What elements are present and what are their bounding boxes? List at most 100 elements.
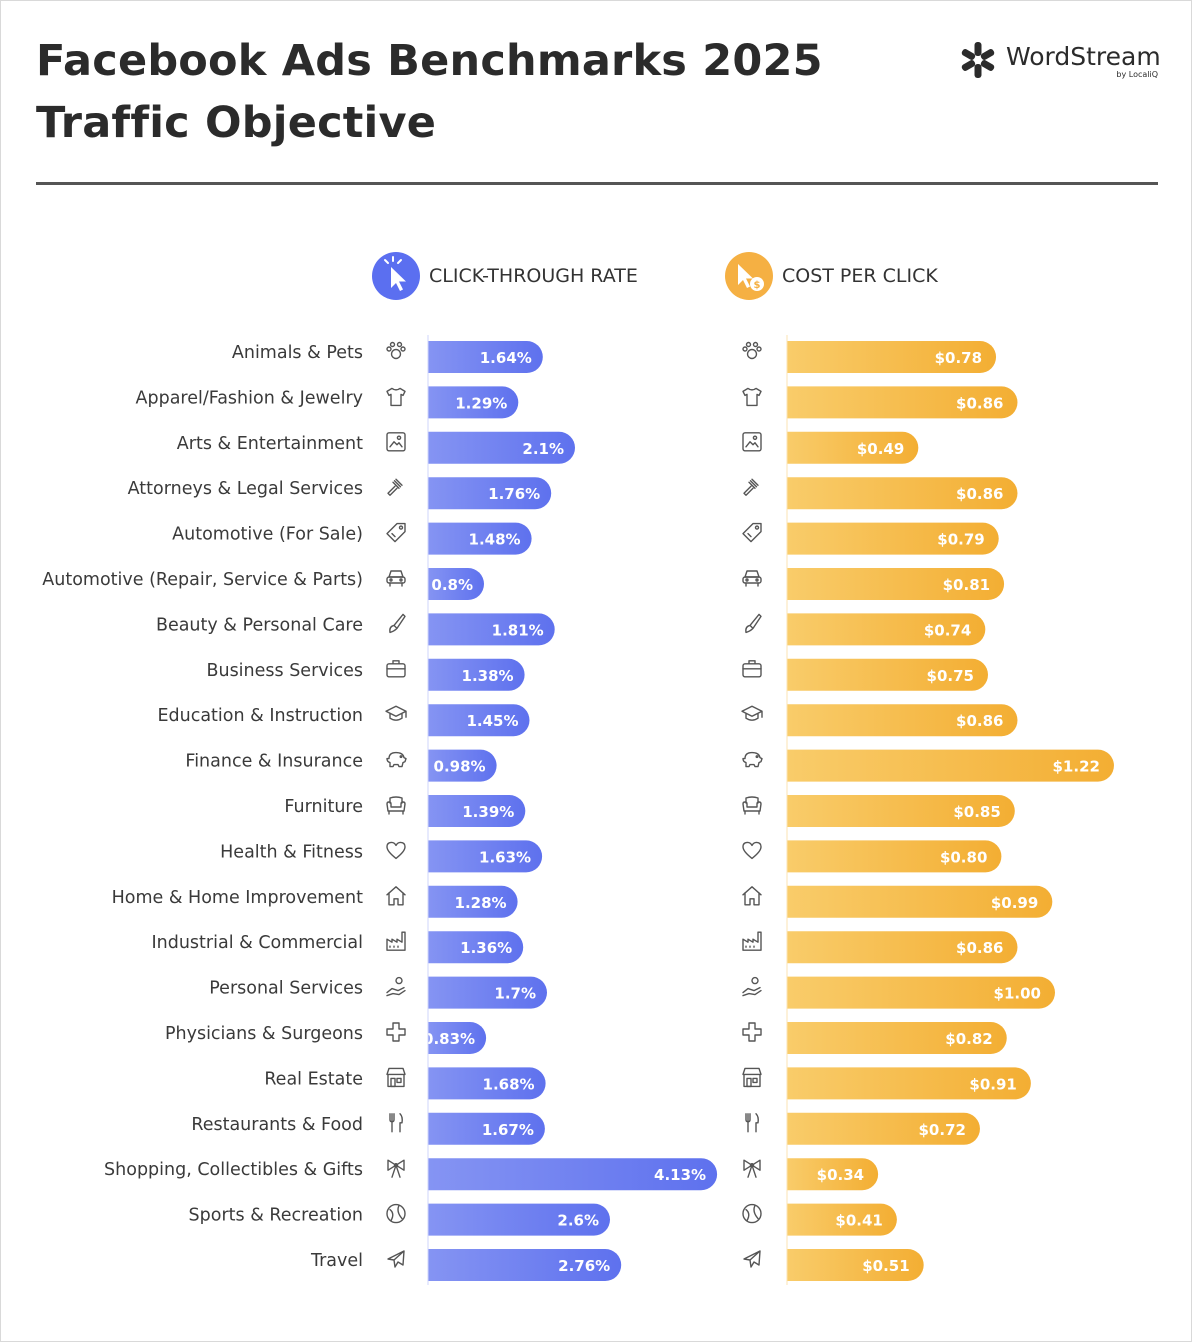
ctr-bar [428,795,526,827]
cpc-header-label: COST PER CLICK [782,265,938,287]
ctr-value-label: 1.67% [482,1121,534,1139]
ctr-bar [428,1249,622,1281]
cpc-bar [787,658,988,691]
ctr-bar [428,1112,545,1145]
airplane-icon [743,1250,761,1268]
cursor-click-icon [372,252,420,300]
cpc-bar [787,477,1018,510]
ctr-value-label: 2.1% [522,440,564,458]
category-label: Industrial & Commercial [151,933,363,953]
cpc-value-label: $0.81 [943,576,990,594]
cpc-bar [787,931,1018,964]
ctr-bar [428,976,547,1009]
armchair-icon [386,796,406,815]
category-label: Animals & Pets [232,343,363,363]
storefront-icon [742,1067,762,1088]
graduation-cap-icon [741,705,763,721]
medical-cross-icon [386,1022,406,1042]
briefcase-icon [386,660,406,678]
ctr-header-label: CLICK-THROUGH RATE [429,265,638,287]
tshirt-icon [742,387,762,407]
category-label: Finance & Insurance [185,752,363,772]
svg-text:$: $ [754,280,761,291]
factory-icon [386,931,406,951]
ctr-value-label: 1.36% [460,939,512,957]
gift-bow-icon [743,1159,761,1178]
ctr-bar [428,341,543,373]
house-icon [742,886,762,906]
cpc-value-label: $0.34 [817,1166,864,1184]
ctr-value-label: 1.63% [479,848,531,866]
cpc-value-label: $0.86 [956,712,1003,730]
ctr-value-label: 0.83% [423,1030,475,1048]
ctr-bar [428,1158,718,1191]
cpc-bar [787,431,919,464]
cpc-value-label: $0.72 [919,1121,966,1139]
briefcase-icon [742,660,762,678]
ctr-value-label: 1.45% [466,712,518,730]
ctr-value-label: 1.38% [462,667,514,685]
category-label: Apparel/Fashion & Jewelry [136,388,364,408]
medical-cross-icon [742,1022,762,1042]
page-title: Facebook Ads Benchmarks 2025 [36,36,823,86]
house-icon [386,886,406,906]
ctr-value-label: 1.64% [480,349,532,367]
brush-icon [389,613,406,634]
category-label: Beauty & Personal Care [156,615,363,635]
fork-knife-icon [389,1113,403,1133]
ctr-value-label: 1.76% [488,485,540,503]
cpc-bar [787,522,999,555]
ctr-bar [428,1022,487,1054]
ctr-bar [428,568,484,600]
brand-name: WordStream [1006,42,1161,71]
cpc-value-label: $1.00 [994,985,1041,1003]
category-label: Personal Services [209,979,363,999]
tag-icon [386,522,406,543]
brand-subtitle: by LocaliQ [1116,70,1158,79]
cpc-bar [787,749,1114,782]
heart-icon [742,841,762,860]
ctr-bar [428,1203,610,1236]
ball-icon [386,1203,406,1224]
cpc-value-label: $0.85 [953,803,1000,821]
asterisk-logo-icon [961,42,995,78]
piggy-bank-icon [742,751,763,768]
gift-bow-icon [387,1159,405,1178]
cpc-bar [787,795,1015,827]
category-label: Health & Fitness [220,842,363,862]
ctr-value-label: 4.13% [654,1166,706,1184]
storefront-icon [386,1067,406,1088]
cpc-value-label: $0.78 [935,349,982,367]
cpc-bar [787,613,986,646]
graduation-cap-icon [385,705,407,721]
factory-icon [742,931,762,951]
category-label: Real Estate [264,1069,363,1089]
ctr-value-label: 1.68% [483,1075,535,1093]
cpc-bar [787,1022,1007,1054]
gavel-icon [743,478,759,496]
ctr-value-label: 1.81% [492,621,544,639]
tshirt-icon [386,387,406,407]
ctr-value-label: 1.39% [462,803,514,821]
ctr-value-label: 1.7% [494,985,536,1003]
category-label: Furniture [284,797,363,817]
piggy-bank-icon [386,751,407,768]
brush-icon [745,613,762,634]
cpc-value-label: $0.91 [969,1075,1016,1093]
helping-hand-icon [386,976,406,997]
category-label: Travel [310,1251,363,1271]
category-label: Sports & Recreation [189,1206,363,1226]
ctr-bar [428,522,532,555]
page-subtitle: Traffic Objective [36,98,437,148]
ctr-value-label: 2.6% [557,1212,599,1230]
cpc-value-label: $0.51 [862,1257,909,1275]
ctr-bar [428,431,575,464]
fork-knife-icon [745,1113,759,1133]
title-divider [36,182,1158,185]
ctr-bar [428,749,497,782]
cpc-value-label: $0.86 [956,485,1003,503]
cpc-bar [787,1249,924,1281]
category-label: Automotive (Repair, Service & Parts) [42,570,363,590]
